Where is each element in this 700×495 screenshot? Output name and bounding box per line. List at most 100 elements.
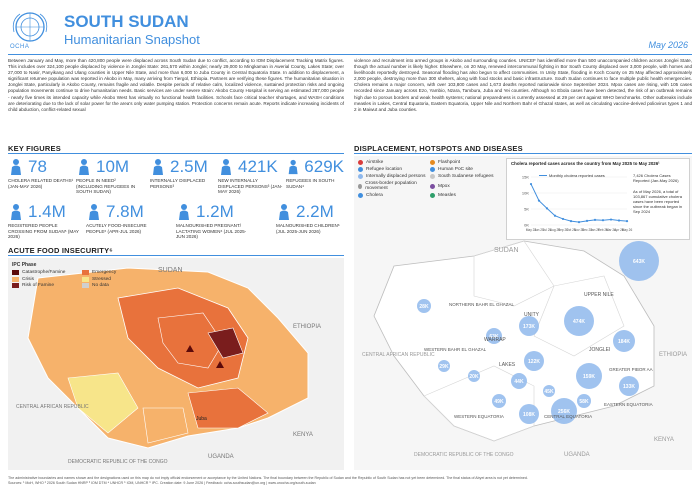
chart-point — [601, 219, 605, 222]
disp-label-upper-nile: UPPER NILE — [584, 292, 614, 298]
chart-xtick-label: Sep 25 — [558, 228, 568, 232]
chart-point — [537, 199, 541, 202]
key-figure-label: MALNOURISHED PREGNANT/ LACTATING WOMEN⁶ … — [176, 223, 247, 240]
ipc-legend-title: IPC Phase — [12, 262, 37, 268]
chart-point — [617, 219, 621, 222]
ocha-logo-icon — [12, 12, 48, 42]
key-figure-label: NEW INTERNALLY DISPLACED PERSONS³ (Jan-M… — [218, 178, 283, 195]
chart-note-1: 7,426 Cholera Cases Reported (Jan-May 20… — [633, 173, 679, 183]
displacement-legend: Airstrike Flashpoint Refugee location Human… — [358, 160, 503, 198]
chart-point — [553, 214, 557, 217]
ipc-legend-label: Risk of Famine — [22, 283, 54, 288]
ipc-swatch — [12, 276, 19, 282]
key-figure-5: 629K REFUGEES IN SOUTH SUDAN⁴ — [286, 158, 344, 189]
ipc-legend-label: No data — [92, 283, 109, 288]
chart-xtick-label: May 26 — [622, 228, 633, 232]
key-figure-label: PEOPLE IN NEED² (including refugees in S… — [76, 178, 136, 195]
displacement-legend-label: Flashpoint — [438, 160, 461, 165]
disp-label-sudan: SUDAN — [494, 247, 519, 254]
key-figure-value: 2.2M — [296, 202, 334, 221]
key-figure-label: REFUGEES IN SOUTH SUDAN⁴ — [286, 178, 335, 189]
key-figures-divider — [8, 153, 344, 154]
refugee-icon — [288, 159, 298, 175]
idp-icon — [153, 159, 163, 175]
displacement-swatch — [358, 183, 363, 189]
chart-xtick-label: Oct 25 — [566, 228, 576, 232]
key-figure-label: CHOLERA RELATED DEATHS¹ (Jan-May 2026) — [8, 178, 74, 189]
displacement-legend-item: Flashpoint — [430, 160, 502, 165]
displacement-legend-item: Measles — [430, 193, 502, 198]
displacement-bubble — [438, 360, 450, 372]
displacement-legend-label: Cholera — [366, 193, 383, 198]
cholera-chart: Cholera reported cases across the countr… — [506, 158, 690, 240]
displacement-bubble — [564, 306, 594, 336]
displacement-divider — [354, 153, 692, 154]
key-figure-1: 78 CHOLERA RELATED DEATHS¹ (Jan-May 2026) — [8, 158, 74, 189]
org-name: OCHA — [10, 44, 30, 50]
displacement-bubble-label: 20K — [469, 374, 479, 380]
food-icon — [89, 204, 99, 220]
displacement-bubble-label: 108K — [523, 412, 535, 418]
displacement-bubble-label: 173K — [523, 324, 535, 330]
ipc-legend-label: Stressed — [92, 276, 111, 282]
footer-disclaimer: The administrative boundaries and names … — [8, 476, 528, 480]
displacement-legend-label: Mpox — [438, 183, 450, 189]
disp-label-kenya: KENYA — [654, 437, 674, 443]
displacement-bubble — [551, 398, 577, 424]
ipc-legend-label: Emergency — [92, 270, 117, 275]
map-label-car: CENTRAL AFRICAN REPUBLIC — [16, 404, 89, 410]
food-insecurity-map: SUDAN ETHIOPIA KENYA UGANDA CENTRAL AFRI… — [8, 258, 344, 470]
displacement-bubble-label: 29K — [439, 364, 449, 370]
displacement-legend-item: South Sudanese refugees — [430, 174, 502, 179]
chart-xtick-label: Apr 26 — [614, 228, 624, 232]
displacement-bubble — [543, 385, 555, 397]
key-figure-label: INTERNALLY DISPLACED PERSONS³ — [150, 178, 206, 189]
people-icon — [79, 159, 89, 175]
chart-legend-label: Monthly cholera reported cases — [549, 173, 605, 178]
displacement-legend-item: Internally displaced persons — [358, 174, 430, 179]
displacement-bubble-label: 45K — [544, 389, 554, 395]
ipc-swatch — [12, 270, 19, 275]
disp-label-drc: DEMOCRATIC REPUBLIC OF THE CONGO — [414, 452, 514, 458]
map-label-juba: Juba — [196, 416, 207, 422]
cholera-icon — [11, 159, 21, 175]
ipc-legend-label: Crisis — [22, 276, 34, 282]
ipc-swatch — [82, 283, 89, 288]
displacement-bubble — [468, 370, 480, 382]
map-label-sudan: SUDAN — [158, 267, 183, 274]
ipc-legend-item: Stressed — [82, 276, 142, 282]
disp-label-ee: EASTERN EQUATORIA — [604, 402, 653, 407]
chart-point — [569, 220, 573, 223]
ipc-legend-item: Risk of Famine — [12, 283, 82, 288]
map-label-ethiopia: ETHIOPIA — [293, 324, 321, 330]
displacement-title: DISPLACEMENT, HOTSPOTS AND DISEASES — [354, 144, 523, 153]
ipc-legend-label: Catastrophe/Famine — [22, 270, 66, 275]
disp-label-unity: UNITY — [524, 312, 540, 318]
chart-ytick-label: 15K — [522, 175, 529, 180]
displacement-bubble-label: 44K — [514, 379, 524, 385]
key-figure-label: MALNOURISHED CHILDREN⁶ (Jul 2025-Jun 202… — [276, 223, 340, 234]
disp-label-jonglei: JONGLEI — [589, 347, 610, 353]
displacement-bubble-label: 49K — [494, 399, 504, 405]
key-figure-9: 2.2M MALNOURISHED CHILDREN⁶ (Jul 2025-Jun… — [276, 203, 350, 234]
footer: The administrative boundaries and names … — [8, 476, 692, 485]
displacement-legend-label: Internally displaced persons — [366, 174, 426, 179]
page-subtitle: Humanitarian Snapshot — [64, 32, 200, 47]
chart-ytick-label: 5K — [524, 207, 529, 212]
displacement-legend-label: Human PoC site — [438, 167, 473, 172]
key-figure-label: REGISTERED PEOPLE CROSSING FROM SUDAN⁵ (… — [8, 223, 79, 240]
disp-label-lakes: LAKES — [499, 362, 516, 368]
chart-point — [609, 218, 613, 221]
displacement-bubble — [511, 373, 527, 389]
displacement-legend-label: Airstrike — [366, 160, 384, 165]
ipc-swatch — [82, 270, 89, 275]
displacement-legend-item: Airstrike — [358, 160, 430, 165]
displacement-legend-label: South Sudanese refugees — [438, 174, 494, 179]
displacement-legend-item: Cross-border population movement — [358, 181, 430, 191]
chart-title: Cholera reported cases across the countr… — [511, 161, 660, 166]
displacement-legend-label: Measles — [438, 193, 456, 198]
disp-label-nbeg: NORTHERN BAHR EL GHAZAL — [449, 302, 515, 307]
displacement-swatch — [430, 193, 435, 198]
displacement-bubbles: 643K 474K 173K 159K 122K 184K 63K 28K 44K 108K 256… — [417, 241, 659, 424]
